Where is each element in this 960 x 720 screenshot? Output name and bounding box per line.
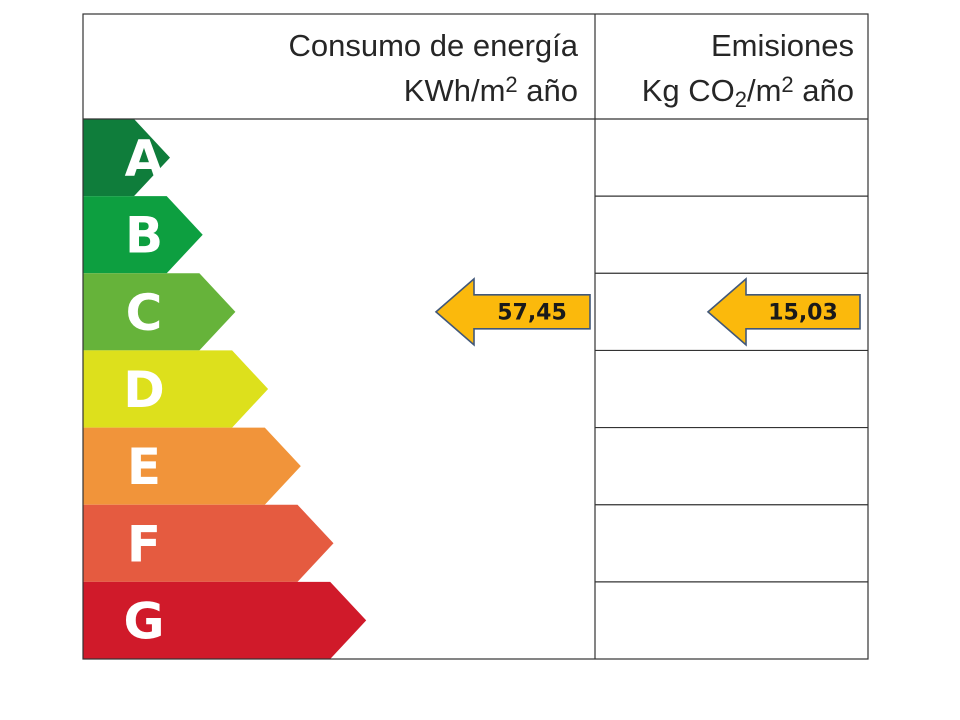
pointer-arrow <box>434 277 591 347</box>
pointer-arrow <box>706 277 861 347</box>
rating-class-b: B <box>83 196 203 274</box>
table-border <box>82 13 869 660</box>
consumption-pointer: 57,45 <box>434 277 591 347</box>
rating-letter: B <box>125 207 163 265</box>
emissions-pointer: 15,03 <box>706 277 861 347</box>
rating-pointers: 57,45 15,03 <box>434 277 861 347</box>
rating-bar <box>83 581 367 659</box>
rating-letter: D <box>123 361 165 419</box>
rating-class-a: A <box>83 119 170 197</box>
rating-class-d: D <box>83 350 269 428</box>
rating-bar <box>83 196 203 274</box>
rating-letter: G <box>123 592 164 650</box>
rating-letter: C <box>126 284 163 342</box>
pointer-value: 15,03 <box>768 300 838 325</box>
rating-class-c: C <box>83 273 236 351</box>
table-grid <box>82 13 869 660</box>
consumption-header-unit: KWh/m2 año <box>404 72 578 108</box>
rating-bar <box>83 119 170 197</box>
rating-letter: E <box>127 438 161 496</box>
rating-bar <box>83 504 334 582</box>
rating-bar <box>83 350 269 428</box>
rating-class-g: G <box>83 581 367 659</box>
emissions-header-title: Emisiones <box>711 28 854 63</box>
pointer-value: 57,45 <box>497 300 567 325</box>
rating-letter: A <box>125 130 164 188</box>
rating-bar <box>83 273 236 351</box>
rating-class-e: E <box>83 427 301 505</box>
emissions-header-unit: Kg CO2/m2 año <box>642 72 854 112</box>
rating-bar <box>83 427 301 505</box>
consumption-header-title: Consumo de energía <box>288 28 578 63</box>
rating-class-f: F <box>83 504 334 582</box>
rating-letter: F <box>127 515 161 573</box>
